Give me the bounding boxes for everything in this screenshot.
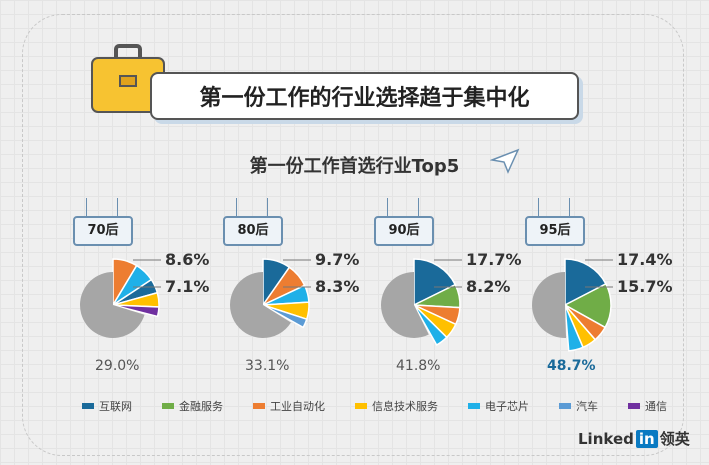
pie-chart bbox=[531, 258, 613, 352]
legend-item: 通信 bbox=[628, 398, 667, 414]
top5-total: 48.7% bbox=[547, 358, 596, 374]
data-label: 9.7% bbox=[315, 250, 360, 269]
linkedin-logo: Linked in 领英 bbox=[578, 430, 690, 448]
legend-item: 互联网 bbox=[82, 398, 132, 414]
legend-swatch bbox=[468, 403, 480, 409]
legend-item: 工业自动化 bbox=[253, 398, 325, 414]
dashed-frame bbox=[22, 14, 684, 456]
generation-badge: 70后 bbox=[73, 216, 133, 246]
data-label: 17.4% bbox=[617, 250, 673, 269]
pie-slice-other bbox=[230, 272, 291, 338]
top5-total: 33.1% bbox=[245, 358, 290, 374]
data-label: 17.7% bbox=[466, 250, 522, 269]
data-label: 8.6% bbox=[165, 250, 210, 269]
badge-string bbox=[387, 198, 419, 216]
pie-slice-电子芯片 bbox=[413, 304, 448, 347]
legend-label: 信息技术服务 bbox=[372, 400, 438, 413]
pie-chart bbox=[80, 258, 161, 338]
pie-slice-电子芯片 bbox=[564, 304, 584, 352]
legend-swatch bbox=[628, 403, 640, 409]
pie-slice-通信 bbox=[112, 304, 160, 318]
legend-label: 工业自动化 bbox=[270, 400, 325, 413]
legend-label: 电子芯片 bbox=[485, 400, 529, 413]
top5-total: 29.0% bbox=[95, 358, 140, 374]
badge-string bbox=[538, 198, 570, 216]
legend-item: 电子芯片 bbox=[468, 398, 529, 414]
pie-slice-other bbox=[381, 272, 429, 338]
badge-string bbox=[86, 198, 118, 216]
paper-plane-icon bbox=[490, 148, 520, 174]
data-label: 8.2% bbox=[466, 277, 511, 296]
generation-badge: 90后 bbox=[374, 216, 434, 246]
legend-item: 汽车 bbox=[559, 398, 598, 414]
data-label: 15.7% bbox=[617, 277, 673, 296]
main-title: 第一份工作的行业选择趋于集中化 bbox=[150, 72, 579, 120]
briefcase-icon bbox=[91, 44, 165, 113]
top5-total: 41.8% bbox=[396, 358, 441, 374]
legend-swatch bbox=[253, 403, 265, 409]
legend-swatch bbox=[82, 403, 94, 409]
legend-swatch bbox=[355, 403, 367, 409]
legend: 互联网 金融服务 工业自动化 信息技术服务 电子芯片 汽车 通信 bbox=[82, 398, 697, 414]
legend-label: 互联网 bbox=[99, 400, 132, 413]
pie-chart bbox=[381, 258, 462, 347]
legend-label: 金融服务 bbox=[179, 400, 223, 413]
pie-chart bbox=[230, 258, 311, 338]
pie-slice-汽车 bbox=[262, 304, 308, 329]
legend-swatch bbox=[559, 403, 571, 409]
legend-label: 汽车 bbox=[576, 400, 598, 413]
badge-string bbox=[236, 198, 268, 216]
pie-slice-other bbox=[80, 272, 145, 338]
data-label: 8.3% bbox=[315, 277, 360, 296]
pie-slice-other bbox=[531, 272, 567, 338]
data-label: 7.1% bbox=[165, 277, 210, 296]
pie-slice-金融服务 bbox=[563, 282, 612, 329]
generation-badge: 80后 bbox=[223, 216, 283, 246]
chart-title: 第一份工作首选行业Top5 bbox=[249, 156, 460, 177]
legend-item: 金融服务 bbox=[162, 398, 223, 414]
legend-label: 通信 bbox=[645, 400, 667, 413]
pie-slice-互联网 bbox=[413, 258, 457, 307]
legend-swatch bbox=[162, 403, 174, 409]
pie-slice-互联网 bbox=[564, 258, 607, 307]
generation-badge: 95后 bbox=[525, 216, 585, 246]
legend-item: 信息技术服务 bbox=[355, 398, 438, 414]
